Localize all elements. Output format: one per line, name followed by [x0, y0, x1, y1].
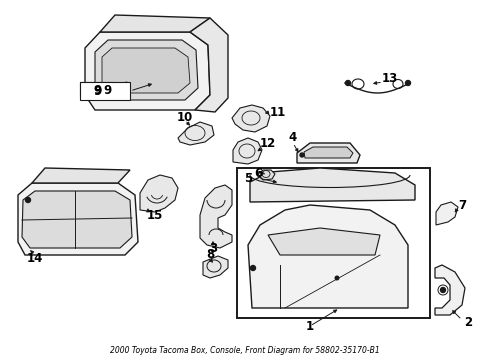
Polygon shape — [178, 122, 214, 145]
Text: 8: 8 — [205, 248, 214, 261]
Polygon shape — [200, 185, 231, 248]
Text: 4: 4 — [288, 131, 297, 144]
Polygon shape — [85, 32, 209, 110]
Polygon shape — [249, 168, 414, 202]
Circle shape — [250, 266, 255, 270]
Circle shape — [405, 81, 409, 86]
Polygon shape — [203, 256, 227, 278]
Text: 6: 6 — [253, 166, 262, 180]
Polygon shape — [267, 228, 379, 255]
Circle shape — [299, 153, 304, 157]
Polygon shape — [190, 18, 227, 112]
Polygon shape — [434, 265, 464, 315]
Text: 9: 9 — [93, 84, 101, 96]
Polygon shape — [232, 138, 262, 164]
Text: 12: 12 — [259, 136, 276, 149]
Polygon shape — [231, 105, 269, 132]
Circle shape — [334, 276, 338, 280]
Text: 7: 7 — [457, 198, 465, 212]
Text: 13: 13 — [381, 72, 397, 85]
Polygon shape — [18, 183, 138, 255]
Polygon shape — [95, 40, 198, 100]
Polygon shape — [435, 202, 457, 225]
Polygon shape — [102, 48, 190, 93]
Polygon shape — [247, 205, 407, 308]
Text: 14: 14 — [27, 252, 43, 265]
Text: 5: 5 — [244, 171, 252, 185]
Circle shape — [440, 288, 445, 292]
Polygon shape — [80, 82, 130, 100]
Text: 3: 3 — [208, 242, 217, 255]
Polygon shape — [22, 191, 132, 248]
Text: 10: 10 — [177, 111, 193, 123]
Circle shape — [25, 198, 30, 202]
Polygon shape — [80, 82, 115, 96]
Polygon shape — [237, 168, 429, 318]
Text: 15: 15 — [146, 208, 163, 221]
Text: 9: 9 — [94, 85, 102, 98]
Text: 2000 Toyota Tacoma Box, Console, Front Diagram for 58802-35170-B1: 2000 Toyota Tacoma Box, Console, Front D… — [109, 346, 379, 355]
Polygon shape — [258, 170, 274, 180]
Polygon shape — [140, 175, 178, 212]
Polygon shape — [100, 15, 209, 32]
Text: 9: 9 — [103, 84, 112, 96]
Circle shape — [345, 81, 350, 86]
Text: 1: 1 — [305, 320, 313, 333]
Polygon shape — [296, 143, 359, 163]
Polygon shape — [32, 168, 130, 183]
Text: 11: 11 — [269, 105, 285, 118]
Polygon shape — [304, 147, 352, 158]
Text: 2: 2 — [463, 315, 471, 328]
